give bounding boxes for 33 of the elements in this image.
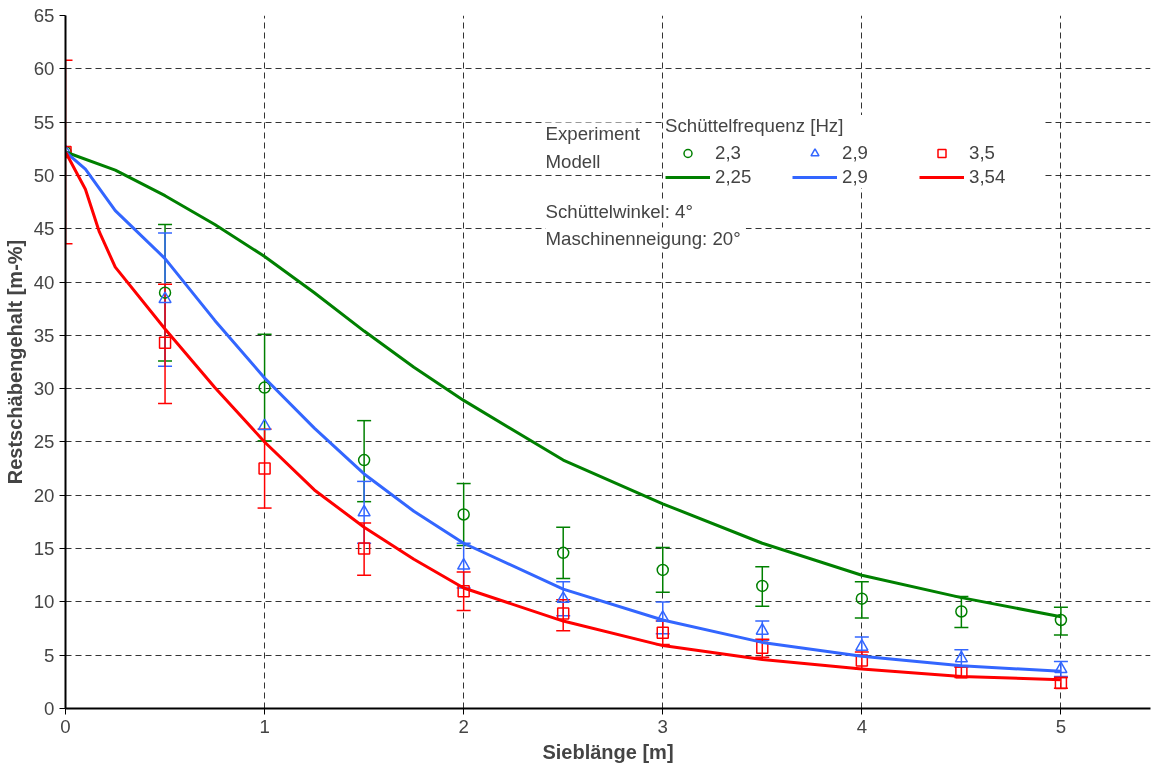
legend-label: 3,54 [969, 166, 1007, 188]
y-tick-label: 20 [33, 484, 55, 506]
legend-label: 2,9 [842, 166, 869, 188]
legend-label: 2,3 [715, 142, 742, 164]
legend-label: 2,25 [715, 166, 753, 188]
y-tick-label: 10 [33, 591, 55, 613]
annotation: Maschinenneigung: 20° [545, 227, 741, 249]
y-tick-label: 50 [33, 164, 55, 186]
y-axis-title: Restschäbengehalt [m-%] [3, 239, 26, 485]
x-tick-label: 1 [259, 715, 270, 737]
y-tick-label: 65 [33, 5, 55, 26]
annotation: Modell [545, 150, 601, 172]
x-tick-label: 0 [60, 715, 71, 737]
y-tick-label: 15 [33, 538, 55, 560]
y-tick-label: 45 [33, 218, 55, 240]
y-tick-label: 60 [33, 58, 55, 80]
x-tick-label: 2 [458, 715, 469, 737]
y-tick-label: 0 [44, 698, 55, 719]
x-axis-title: Sieblänge [m] [542, 740, 674, 763]
y-tick-label: 30 [33, 378, 55, 400]
legend-title: Schüttelfrequenz [Hz] [665, 115, 845, 137]
legend-label: 3,5 [969, 142, 996, 164]
annotation: Experiment [545, 122, 641, 144]
y-tick-label: 5 [44, 644, 55, 666]
x-tick-label: 3 [657, 715, 668, 737]
y-tick-label: 55 [33, 111, 55, 133]
legend-label: 2,9 [842, 142, 869, 164]
x-tick-label: 4 [856, 715, 868, 737]
y-tick-label: 40 [33, 271, 55, 293]
y-tick-label: 35 [33, 324, 55, 346]
x-tick-label: 5 [1055, 715, 1067, 737]
y-tick-label: 25 [33, 431, 55, 453]
annotation: Schüttelwinkel: 4° [545, 200, 693, 222]
